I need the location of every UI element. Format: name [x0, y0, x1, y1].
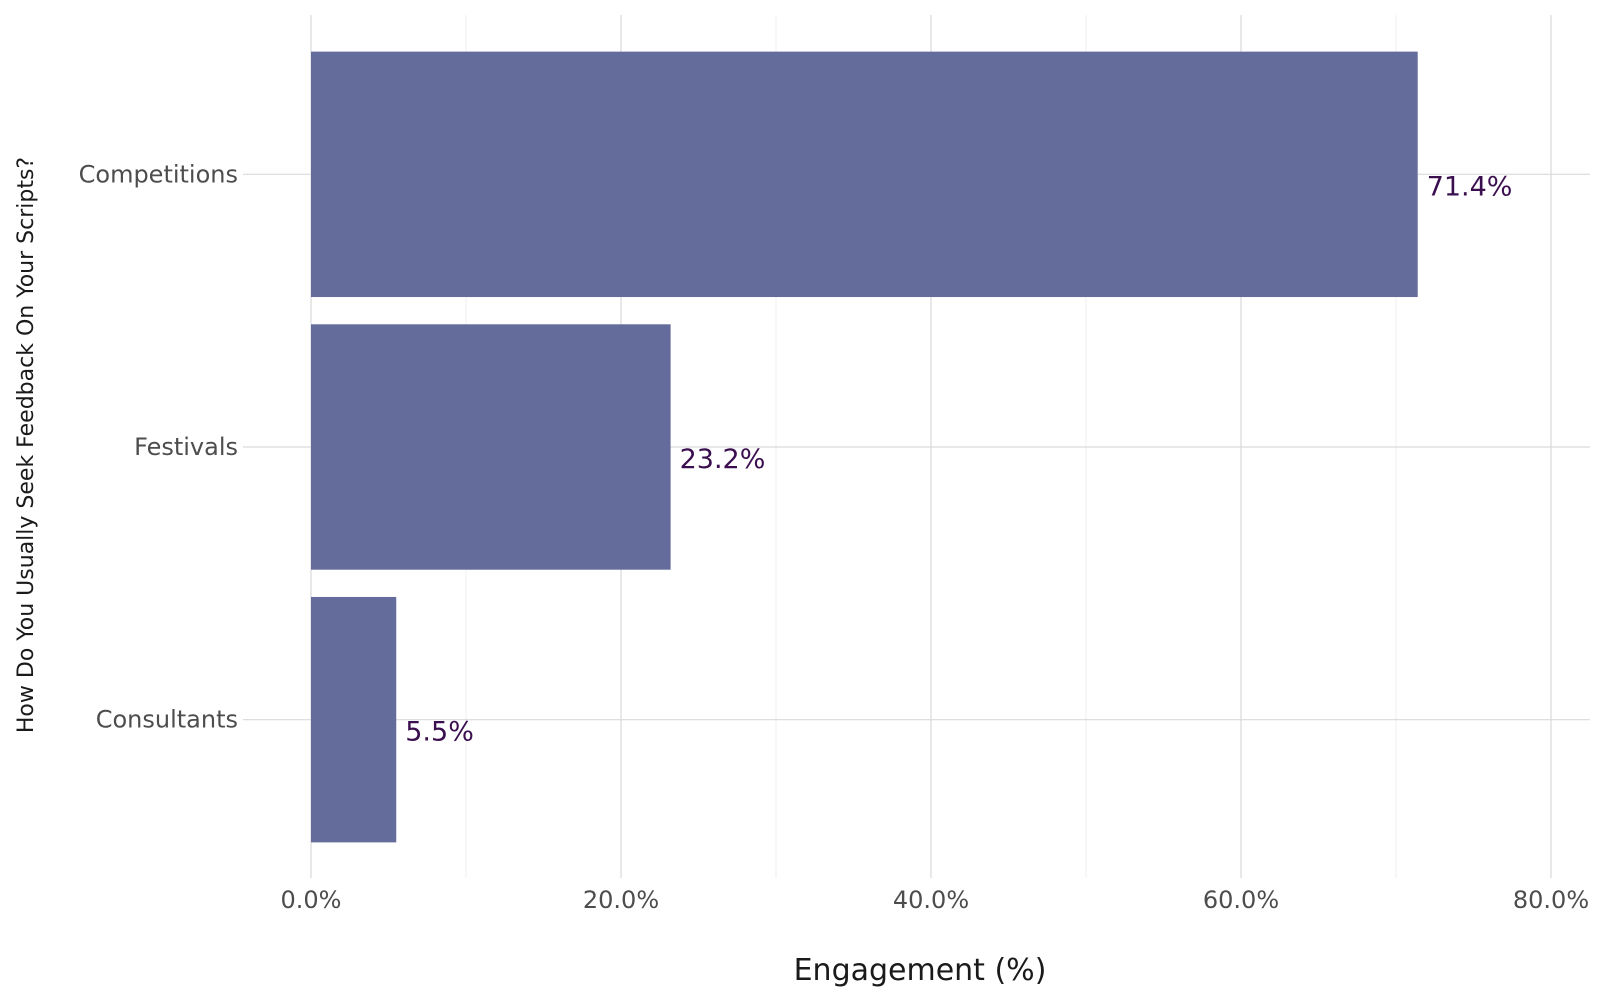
y-axis-ticks: Competitions Festivals Consultants: [79, 160, 238, 733]
data-label: 5.5%: [405, 717, 474, 748]
x-axis-tick-labels: 0.0% 20.0% 40.0% 60.0% 80.0%: [281, 886, 1590, 914]
data-labels: 71.4% 23.2% 5.5%: [405, 171, 1512, 747]
x-tick-label: 60.0%: [1203, 886, 1279, 914]
data-label: 71.4%: [1427, 171, 1513, 202]
category-label: Consultants: [96, 706, 238, 734]
category-label: Competitions: [79, 160, 238, 188]
category-label: Festivals: [134, 433, 238, 461]
bar-competitions: [311, 51, 1418, 298]
data-label: 23.2%: [680, 444, 766, 475]
x-tick-label: 40.0%: [893, 886, 969, 914]
bar-festivals: [311, 324, 671, 570]
x-axis-title: Engagement (%): [794, 953, 1047, 988]
x-tick-label: 0.0%: [281, 886, 342, 914]
bar-consultants: [311, 596, 397, 843]
x-tick-label: 80.0%: [1513, 886, 1589, 914]
bars: [311, 51, 1418, 843]
y-axis-title: How Do You Usually Seek Feedback On Your…: [14, 157, 39, 733]
x-tick-label: 20.0%: [583, 886, 659, 914]
